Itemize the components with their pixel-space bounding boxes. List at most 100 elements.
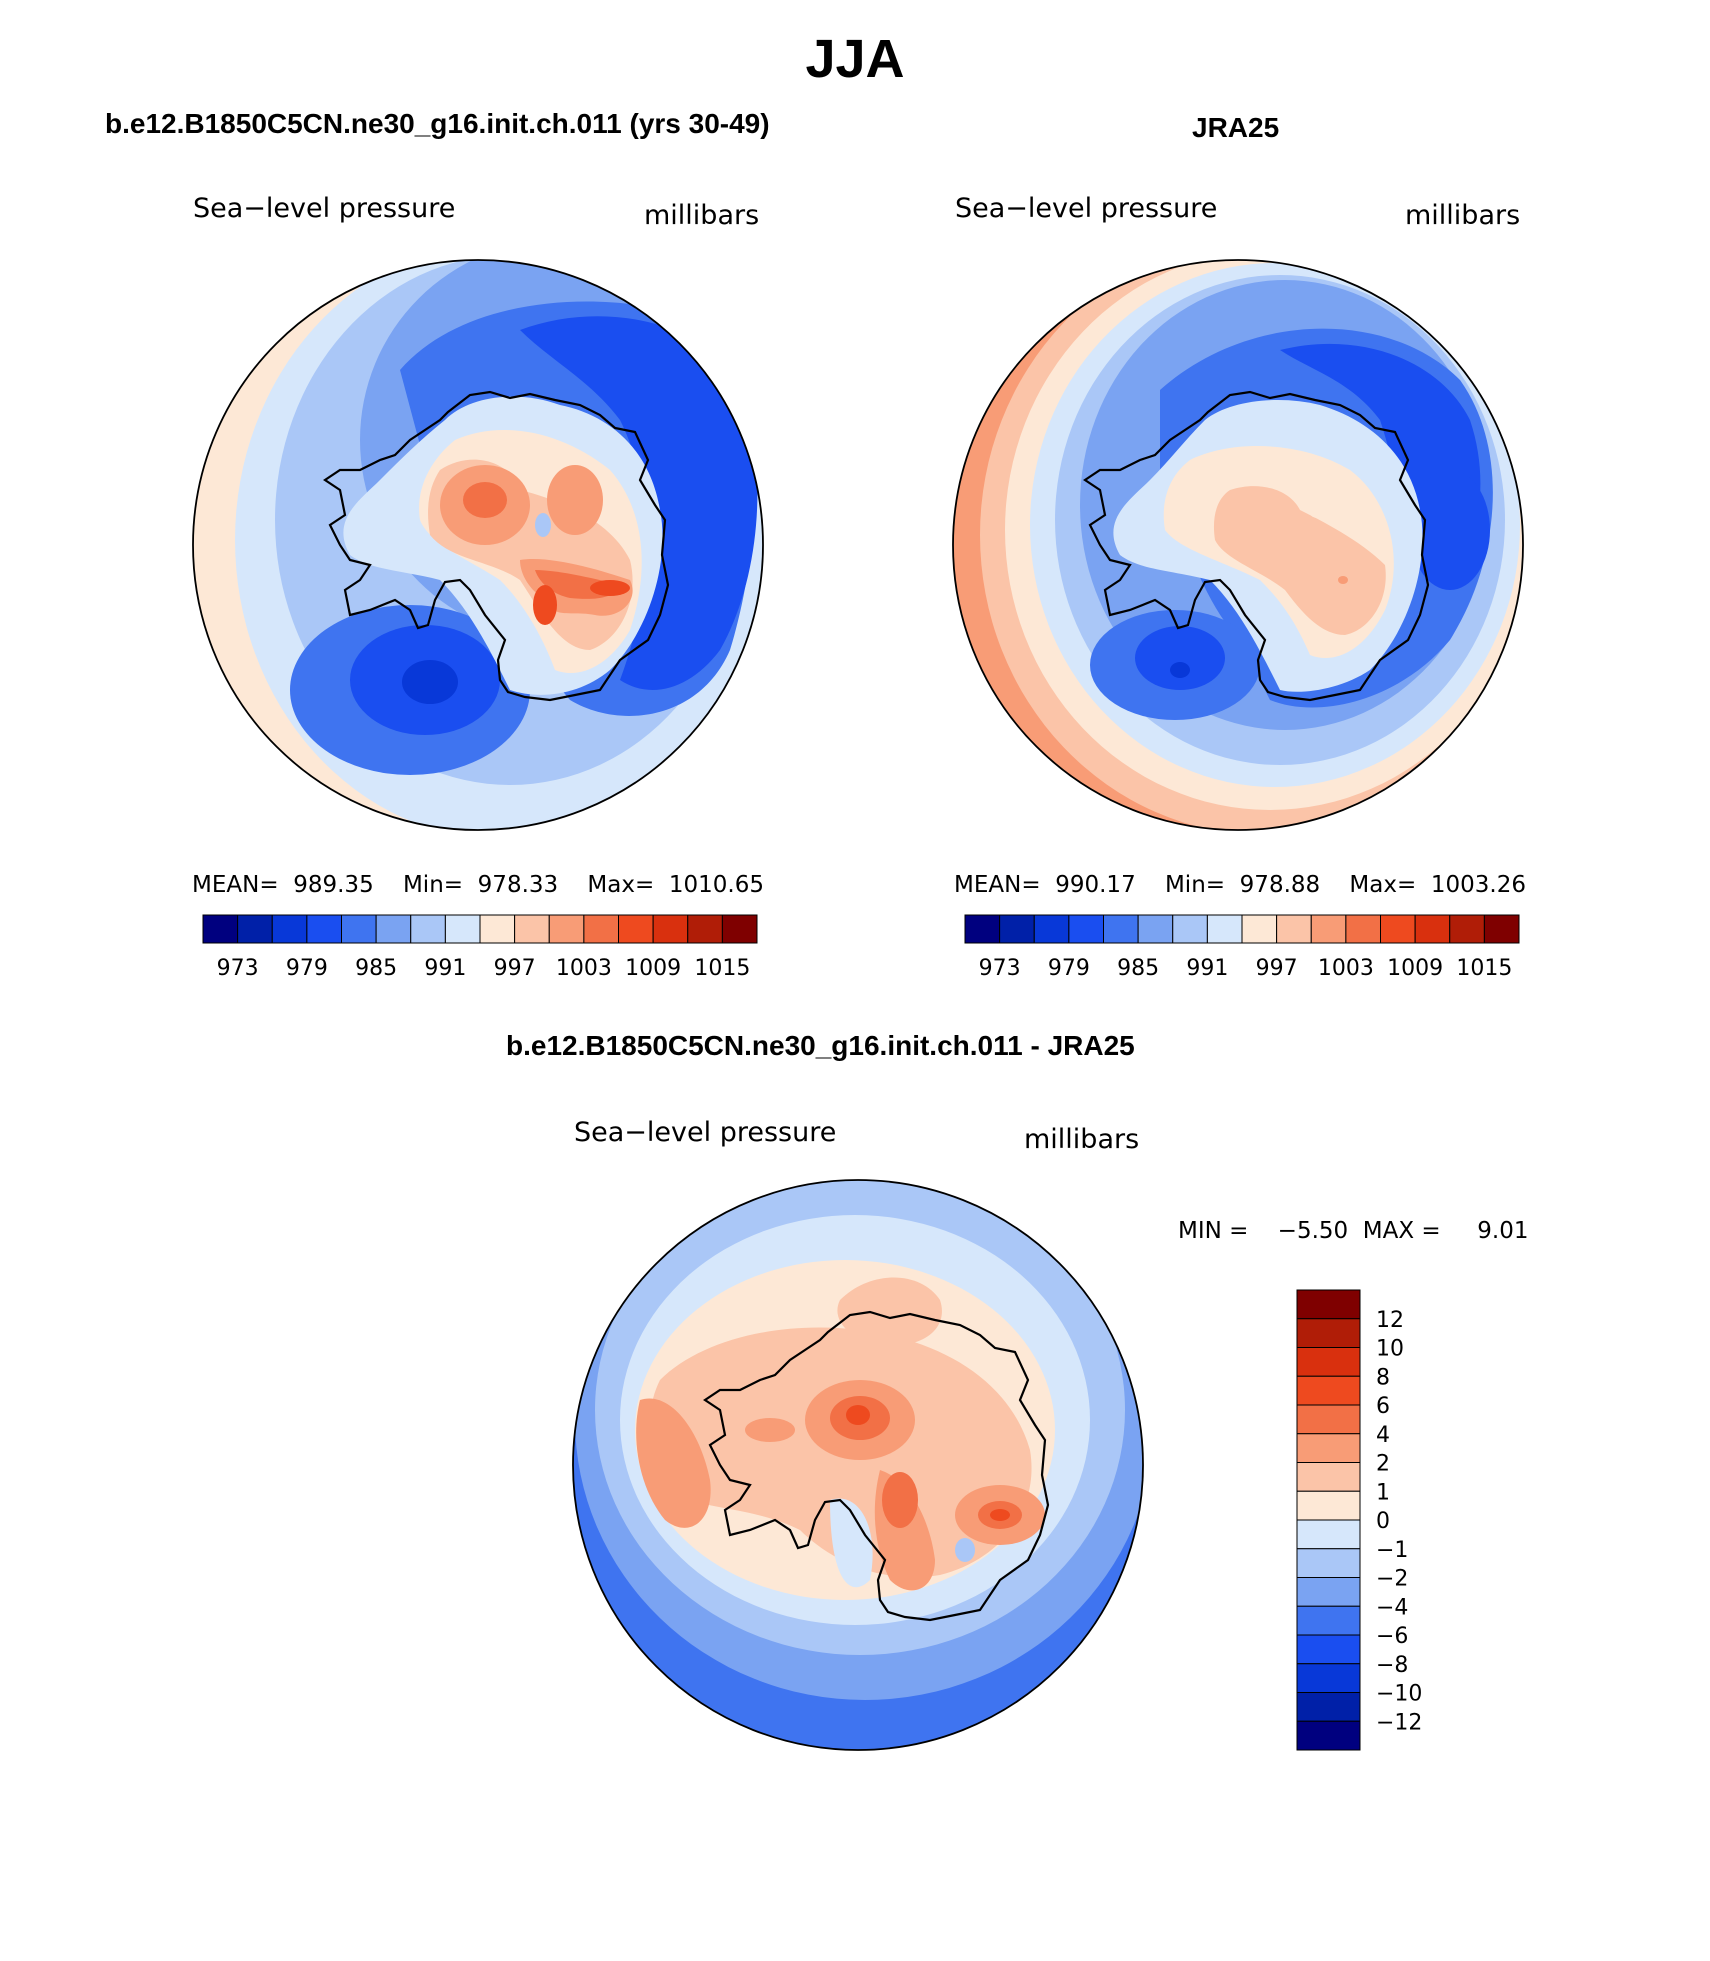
panel1-variable: Sea−level pressure bbox=[193, 193, 456, 224]
colorbar-jra25-tick-label: 991 bbox=[1186, 956, 1228, 981]
colorbar-difference-swatch bbox=[1296, 1289, 1361, 1320]
panel2-units: millibars bbox=[1405, 200, 1521, 231]
mean-label: MEAN= bbox=[954, 872, 1041, 898]
colorbar-jra25-swatch bbox=[1345, 914, 1381, 944]
colorbar-difference-swatch bbox=[1296, 1433, 1361, 1463]
colorbar-jra25-tick-label: 985 bbox=[1117, 956, 1159, 981]
colorbar-model-swatch bbox=[237, 914, 273, 944]
panel1-units: millibars bbox=[644, 200, 760, 231]
map-border bbox=[952, 259, 1524, 831]
colorbar-difference-swatch bbox=[1296, 1462, 1361, 1492]
colorbar-jra25-swatch bbox=[1103, 914, 1139, 944]
colorbar-difference-tick-label: −8 bbox=[1376, 1653, 1408, 1678]
max-value: 9.01 bbox=[1477, 1218, 1529, 1244]
panel2-variable: Sea−level pressure bbox=[955, 193, 1218, 224]
colorbar-model-tick-label: 979 bbox=[286, 956, 328, 981]
min-label: MIN = bbox=[1178, 1218, 1249, 1244]
colorbar-jra25-swatch bbox=[1206, 914, 1243, 944]
colorbar-jra25-swatch bbox=[1172, 914, 1208, 944]
coastline bbox=[323, 390, 670, 702]
colorbar-difference-tick-label: −6 bbox=[1376, 1624, 1408, 1649]
panel3-stats: MIN = −5.50 MAX = 9.01 bbox=[1178, 1218, 1528, 1244]
colorbar-model: 973 979 985 991 997 1003 1009 1015 bbox=[202, 914, 758, 981]
panel2-title: JRA25 bbox=[1192, 112, 1280, 143]
colorbar-difference-tick-label: 10 bbox=[1376, 1337, 1404, 1362]
colorbar-model-swatch bbox=[514, 914, 550, 944]
min-value: −5.50 bbox=[1277, 1218, 1349, 1244]
colorbar-difference-tick-label: −4 bbox=[1376, 1595, 1408, 1620]
min-value: 978.33 bbox=[477, 872, 559, 898]
colorbar-difference-swatch bbox=[1296, 1663, 1361, 1693]
colorbar-difference-swatch bbox=[1296, 1318, 1361, 1348]
min-label: Min= bbox=[402, 872, 464, 898]
max-value: 1010.65 bbox=[668, 872, 764, 898]
colorbar-difference-tick-label: 6 bbox=[1376, 1394, 1390, 1419]
colorbar-difference-swatch bbox=[1296, 1720, 1361, 1751]
min-value: 978.88 bbox=[1239, 872, 1321, 898]
panel3-units: millibars bbox=[1024, 1124, 1140, 1155]
max-label: Max= bbox=[587, 872, 655, 898]
max-value: 1003.26 bbox=[1430, 872, 1526, 898]
colorbar-difference-swatch bbox=[1296, 1490, 1361, 1521]
jra25-slp-map bbox=[952, 259, 1524, 831]
colorbar-model-swatch bbox=[271, 914, 308, 944]
colorbar-jra25-swatch bbox=[1483, 914, 1520, 944]
panel3-variable: Sea−level pressure bbox=[574, 1117, 837, 1148]
max-label: Max= bbox=[1349, 872, 1417, 898]
colorbar-difference-swatch bbox=[1296, 1692, 1361, 1722]
panel1-stats: MEAN= 989.35 Min= 978.33 Max= 1010.65 bbox=[192, 872, 764, 898]
colorbar-model-swatch bbox=[721, 914, 758, 944]
min-label: Min= bbox=[1164, 872, 1226, 898]
colorbar-jra25-swatch bbox=[999, 914, 1035, 944]
colorbar-difference-tick-label: −2 bbox=[1376, 1567, 1408, 1592]
colorbar-jra25-swatch bbox=[964, 914, 1001, 944]
colorbar-jra25-swatch bbox=[1414, 914, 1451, 944]
panel2-stats: MEAN= 990.17 Min= 978.88 Max= 1003.26 bbox=[954, 872, 1526, 898]
colorbar-jra25-swatch bbox=[1137, 914, 1174, 944]
colorbar-difference-tick-label: −12 bbox=[1376, 1710, 1422, 1735]
colorbar-jra25-swatch bbox=[1241, 914, 1278, 944]
panel3-title: b.e12.B1850C5CN.ne30_g16.init.ch.011 - J… bbox=[506, 1030, 1135, 1061]
colorbar-model-swatch bbox=[479, 914, 516, 944]
colorbar-difference-tick-label: 2 bbox=[1376, 1452, 1390, 1477]
colorbar-jra25-tick-label: 973 bbox=[979, 956, 1021, 981]
colorbar-jra25-swatch bbox=[1449, 914, 1485, 944]
colorbar-model-swatch bbox=[375, 914, 412, 944]
colorbar-model-swatch bbox=[341, 914, 377, 944]
colorbar-jra25-swatch bbox=[1033, 914, 1070, 944]
colorbar-difference-tick-label: 8 bbox=[1376, 1365, 1390, 1390]
colorbar-model-swatch bbox=[306, 914, 342, 944]
colorbar-difference-swatch bbox=[1296, 1347, 1361, 1377]
colorbar-jra25-tick-label: 1003 bbox=[1318, 956, 1374, 981]
model-slp-map bbox=[192, 259, 764, 831]
colorbar-model-tick-label: 1009 bbox=[625, 956, 681, 981]
map-border bbox=[192, 259, 764, 831]
colorbar-model-swatch bbox=[410, 914, 446, 944]
figure-title: JJA bbox=[805, 29, 905, 89]
colorbar-difference-tick-label: −10 bbox=[1376, 1682, 1422, 1707]
colorbar-difference-tick-label: 12 bbox=[1376, 1308, 1404, 1333]
colorbar-difference-swatch bbox=[1296, 1375, 1361, 1406]
colorbar-difference-tick-label: 4 bbox=[1376, 1423, 1390, 1448]
colorbar-difference-swatch bbox=[1296, 1634, 1361, 1665]
colorbar-model-tick-label: 997 bbox=[494, 956, 536, 981]
colorbar-jra25-tick-label: 1009 bbox=[1387, 956, 1443, 981]
colorbar-model-tick-label: 991 bbox=[424, 956, 466, 981]
colorbar-model-swatch bbox=[687, 914, 723, 944]
colorbar-jra25-swatch bbox=[1068, 914, 1104, 944]
max-label: MAX = bbox=[1362, 1218, 1441, 1244]
colorbar-jra25-tick-label: 997 bbox=[1256, 956, 1298, 981]
colorbar-jra25-tick-label: 979 bbox=[1048, 956, 1090, 981]
colorbar-jra25-swatch bbox=[1276, 914, 1312, 944]
colorbar-model-tick-label: 1003 bbox=[556, 956, 612, 981]
colorbar-difference-tick-label: 0 bbox=[1376, 1509, 1390, 1534]
colorbar-jra25-swatch bbox=[1380, 914, 1416, 944]
colorbar-difference-swatch bbox=[1296, 1605, 1361, 1636]
colorbar-model-tick-label: 1015 bbox=[694, 956, 750, 981]
colorbar-model-swatch bbox=[444, 914, 481, 944]
colorbar-difference-swatch bbox=[1296, 1577, 1361, 1607]
colorbar-jra25-swatch bbox=[1310, 914, 1347, 944]
mean-value: 989.35 bbox=[293, 872, 374, 898]
